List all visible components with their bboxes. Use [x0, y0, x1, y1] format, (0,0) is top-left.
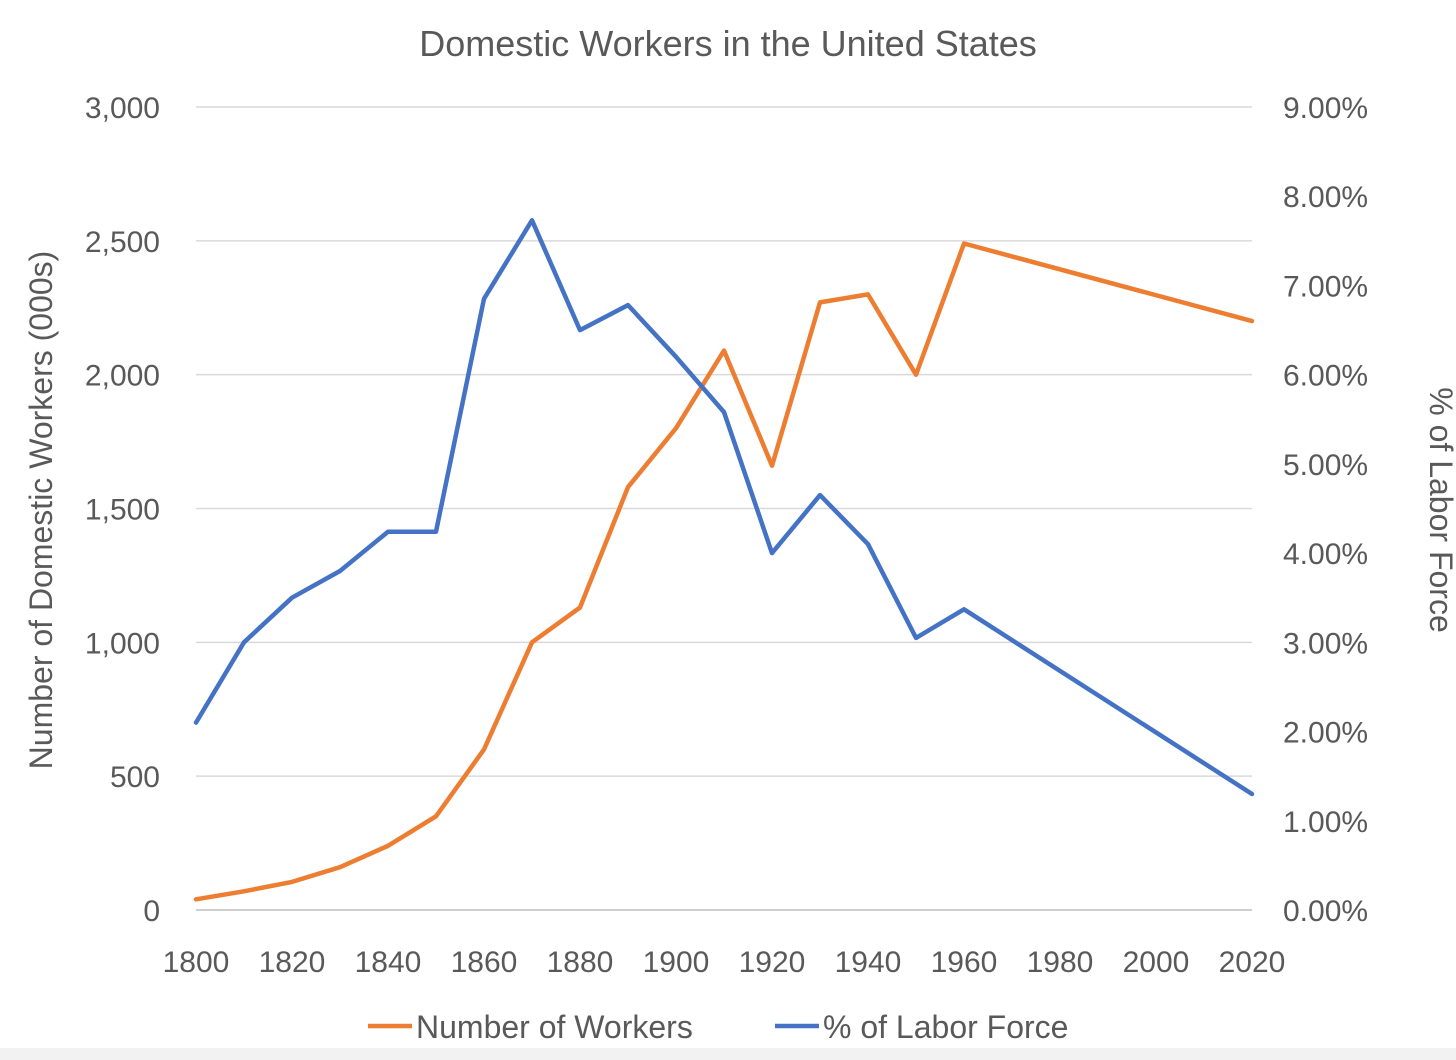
series-line-number-of-workers: [193, 241, 1255, 902]
bottom-band: [0, 1048, 1456, 1060]
x-tick-label: 1920: [739, 946, 806, 979]
y2-tick-label: 1.00%: [1283, 806, 1368, 839]
y-tick-label: 2,000: [85, 360, 160, 393]
chart-title: Domestic Workers in the United States: [419, 23, 1037, 64]
x-tick-label: 1960: [931, 946, 998, 979]
x-tick-label: 1900: [643, 946, 710, 979]
x-tick-label: 1860: [451, 946, 518, 979]
y2-axis-title: % of Labor Force: [1423, 387, 1456, 632]
y-axis-title: Number of Domestic Workers (000s): [23, 251, 59, 770]
legend-label-labor-force-pct: % of Labor Force: [823, 1009, 1068, 1045]
y-tick-label: 500: [110, 761, 160, 794]
x-tick-label: 1800: [163, 946, 230, 979]
x-tick-label: 1940: [835, 946, 902, 979]
x-tick-label: 2020: [1219, 946, 1286, 979]
y2-tick-label: 2.00%: [1283, 717, 1368, 750]
series-lines: [193, 218, 1255, 902]
y2-tick-label: 4.00%: [1283, 538, 1368, 571]
y2-tick-label: 3.00%: [1283, 627, 1368, 660]
x-tick-label: 1820: [259, 946, 326, 979]
y-tick-label: 0: [143, 895, 160, 928]
legend-label-number-of-workers: Number of Workers: [416, 1009, 693, 1045]
y2-tick-label: 9.00%: [1283, 92, 1368, 125]
x-tick-label: 1840: [355, 946, 422, 979]
y2-tick-label: 7.00%: [1283, 270, 1368, 303]
y2-tick-label: 8.00%: [1283, 181, 1368, 214]
y-tick-label: 1,000: [85, 627, 160, 660]
x-tick-label: 1980: [1027, 946, 1094, 979]
series-line-labor-force-pct: [193, 218, 1255, 797]
x-tick-label: 1880: [547, 946, 614, 979]
legend: Number of Workers % of Labor Force: [368, 1009, 1068, 1045]
x-tick-label: 2000: [1123, 946, 1190, 979]
y2-tick-label: 5.00%: [1283, 449, 1368, 482]
y-tick-label: 2,500: [85, 226, 160, 259]
gridlines: [196, 106, 1252, 911]
y-tick-label: 3,000: [85, 92, 160, 125]
y2-tick-label: 6.00%: [1283, 360, 1368, 393]
y-tick-label: 1,500: [85, 494, 160, 527]
tick-labels: 0 500 1,000 1,500 2,000 2,500 3,000 0.00% 1.00% 2…: [85, 92, 1368, 979]
y2-tick-label: 0.00%: [1283, 895, 1368, 928]
